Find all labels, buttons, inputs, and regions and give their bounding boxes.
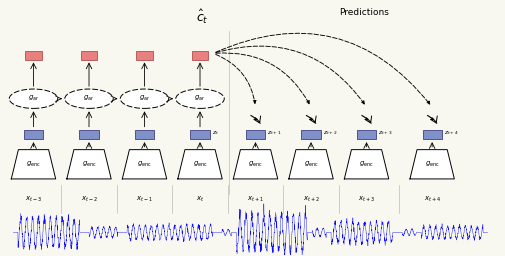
FancyBboxPatch shape (136, 51, 153, 59)
Polygon shape (177, 150, 222, 179)
FancyBboxPatch shape (25, 51, 41, 59)
FancyBboxPatch shape (135, 130, 154, 139)
FancyBboxPatch shape (301, 130, 320, 139)
Text: $x_{t+3}$: $x_{t+3}$ (358, 195, 374, 204)
Text: $z_{t+3}$: $z_{t+3}$ (377, 129, 392, 137)
Text: $g_{\mathrm{ar}}$: $g_{\mathrm{ar}}$ (194, 94, 206, 103)
Text: $g_{\mathrm{enc}}$: $g_{\mathrm{enc}}$ (137, 160, 152, 169)
Text: $g_{\mathrm{ar}}$: $g_{\mathrm{ar}}$ (83, 94, 94, 103)
Text: $z_{t+2}$: $z_{t+2}$ (322, 129, 337, 137)
Ellipse shape (175, 89, 224, 108)
Text: $g_{\mathrm{enc}}$: $g_{\mathrm{enc}}$ (424, 160, 439, 169)
Text: $g_{\mathrm{enc}}$: $g_{\mathrm{enc}}$ (359, 160, 373, 169)
FancyBboxPatch shape (24, 130, 43, 139)
Polygon shape (288, 150, 333, 179)
Polygon shape (344, 150, 388, 179)
Text: $x_{t+2}$: $x_{t+2}$ (302, 195, 319, 204)
Polygon shape (409, 150, 453, 179)
FancyBboxPatch shape (79, 130, 98, 139)
Text: $x_{t+4}$: $x_{t+4}$ (423, 195, 440, 204)
Polygon shape (122, 150, 166, 179)
Ellipse shape (120, 89, 168, 108)
Polygon shape (233, 150, 277, 179)
Text: $x_t$: $x_t$ (195, 195, 204, 204)
Text: $\hat{c}_t$: $\hat{c}_t$ (196, 8, 209, 26)
Text: $g_{\mathrm{enc}}$: $g_{\mathrm{enc}}$ (26, 160, 41, 169)
Polygon shape (67, 150, 111, 179)
FancyArrowPatch shape (215, 33, 429, 104)
Text: $g_{\mathrm{enc}}$: $g_{\mathrm{enc}}$ (247, 160, 263, 169)
Text: $x_{t-3}$: $x_{t-3}$ (25, 195, 42, 204)
Text: $x_{t+1}$: $x_{t+1}$ (246, 195, 264, 204)
Ellipse shape (9, 89, 58, 108)
FancyBboxPatch shape (422, 130, 441, 139)
FancyBboxPatch shape (190, 130, 209, 139)
Text: $x_{t-2}$: $x_{t-2}$ (80, 195, 97, 204)
Text: $g_{\mathrm{ar}}$: $g_{\mathrm{ar}}$ (138, 94, 150, 103)
FancyBboxPatch shape (191, 51, 208, 59)
Ellipse shape (65, 89, 113, 108)
Text: $z_{t+4}$: $z_{t+4}$ (443, 129, 458, 137)
Text: $g_{\mathrm{enc}}$: $g_{\mathrm{enc}}$ (81, 160, 96, 169)
FancyBboxPatch shape (356, 130, 375, 139)
Text: $g_{\mathrm{ar}}$: $g_{\mathrm{ar}}$ (28, 94, 39, 103)
Polygon shape (11, 150, 56, 179)
Text: $x_{t-1}$: $x_{t-1}$ (136, 195, 153, 204)
FancyArrowPatch shape (215, 55, 256, 103)
FancyBboxPatch shape (81, 51, 97, 59)
Text: $z_{t+1}$: $z_{t+1}$ (267, 129, 281, 137)
FancyBboxPatch shape (245, 130, 265, 139)
Text: $g_{\mathrm{enc}}$: $g_{\mathrm{enc}}$ (192, 160, 207, 169)
FancyArrowPatch shape (215, 46, 364, 104)
Text: Predictions: Predictions (338, 8, 388, 17)
FancyArrowPatch shape (216, 53, 309, 104)
Text: $g_{\mathrm{enc}}$: $g_{\mathrm{enc}}$ (303, 160, 318, 169)
Text: $z_t$: $z_t$ (211, 129, 218, 137)
